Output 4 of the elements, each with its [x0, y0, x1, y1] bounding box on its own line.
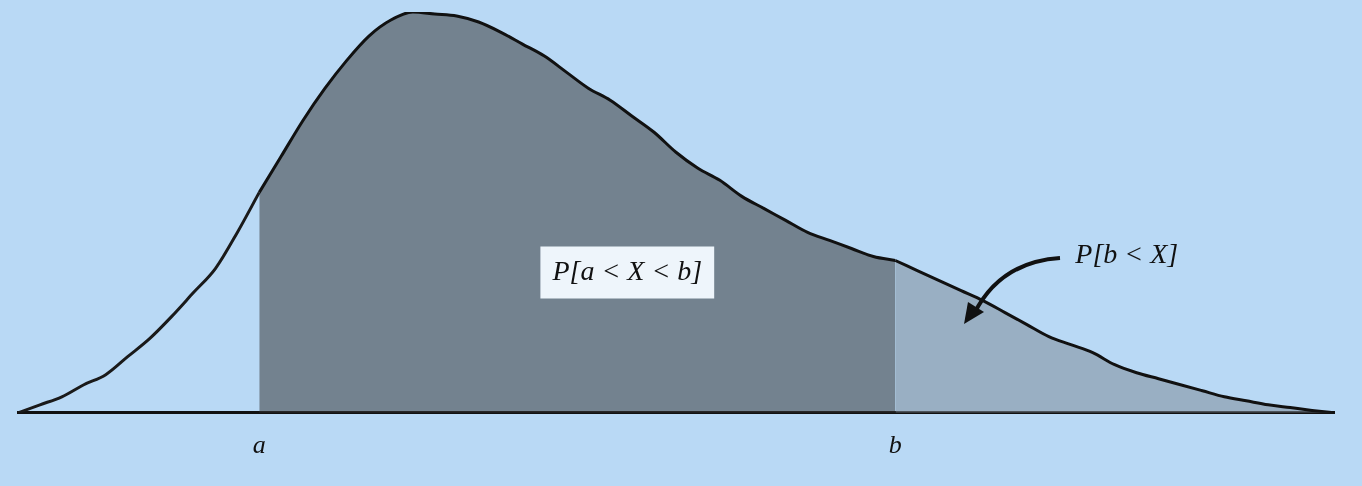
x-tick-label: b: [888, 430, 902, 460]
x-tick-label: a: [252, 430, 266, 460]
annotation: P[b < X]: [1074, 237, 1179, 269]
annotation: P[a < X < b]: [551, 254, 703, 286]
